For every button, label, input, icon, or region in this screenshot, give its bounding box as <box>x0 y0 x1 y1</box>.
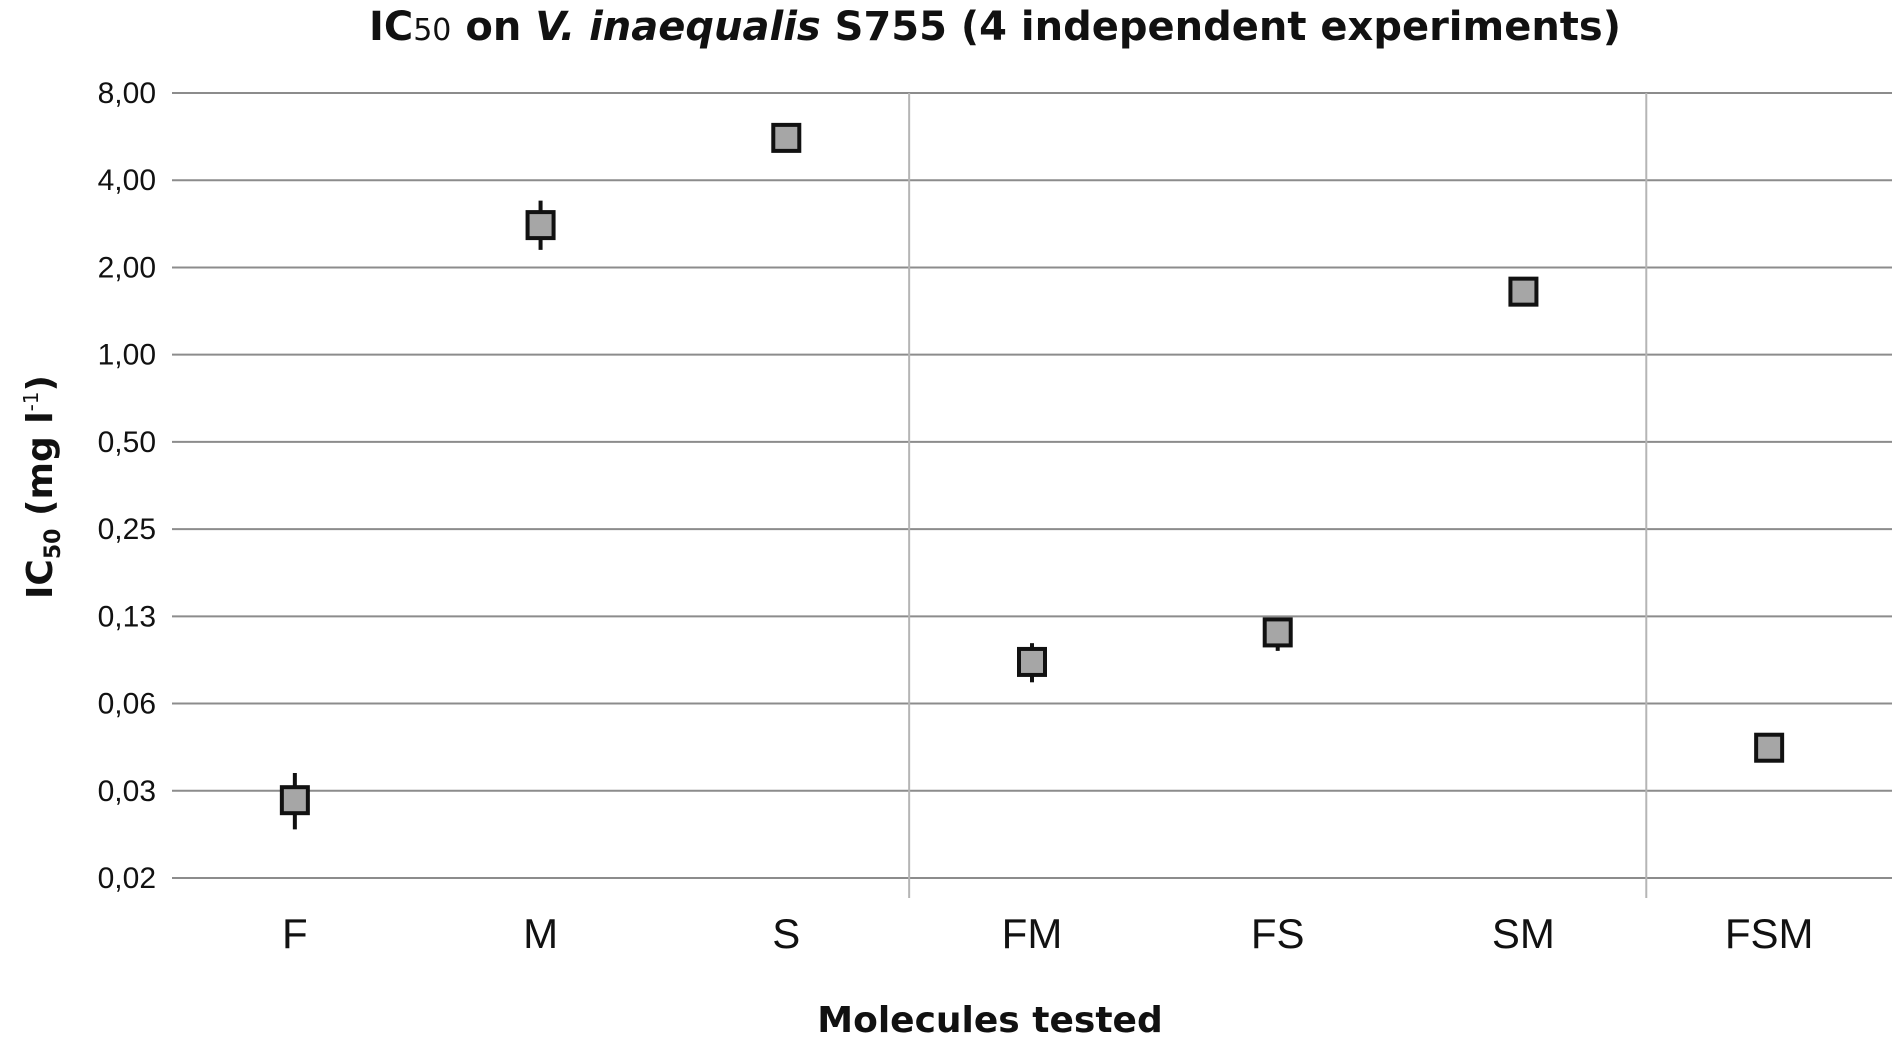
title-italic: V. inaequalis <box>535 4 821 50</box>
point-marker <box>279 785 310 816</box>
y-tick-label: 0,03 <box>98 775 156 808</box>
x-tick-label: M <box>523 910 558 957</box>
y-tick-labels: 0,02 0,03 0,06 0,13 0,25 0,50 1,00 2,00 4,00 8,00 <box>98 77 156 895</box>
point-marker <box>1017 646 1047 677</box>
data-point <box>525 200 556 250</box>
ylabel-close: ) <box>20 375 61 391</box>
x-tick-label: FS <box>1251 910 1305 957</box>
point-marker <box>1754 732 1785 763</box>
point-marker <box>1508 276 1539 307</box>
data-point <box>1508 276 1539 307</box>
title-suffix: S755 (4 independent experiments) <box>821 4 1621 50</box>
y-tick-label: 4,00 <box>98 164 156 197</box>
ylabel-superscript: -1 <box>19 391 43 411</box>
x-axis-title: Molecules tested <box>817 1000 1162 1041</box>
point-marker <box>525 210 556 241</box>
y-tick-label: 0,25 <box>98 513 156 546</box>
ylabel-subscript: 50 <box>41 529 66 560</box>
x-tick-label: FM <box>1002 910 1063 957</box>
data-point <box>1017 643 1047 683</box>
title-prefix: IC <box>369 4 413 50</box>
title-subscript: 50 <box>413 13 451 48</box>
data-point <box>1754 732 1785 763</box>
y-tick-label: 0,02 <box>98 862 156 895</box>
data-point <box>771 122 802 153</box>
y-tick-label: 1,00 <box>98 339 156 372</box>
ylabel-rest: (mg l <box>20 411 61 528</box>
x-tick-label: S <box>772 910 800 957</box>
gridlines <box>172 92 1892 879</box>
y-axis-title: IC50 (mg l-1) <box>19 375 66 599</box>
y-tick-label: 2,00 <box>98 251 156 284</box>
y-tick-label: 0,50 <box>98 426 156 459</box>
x-tick-label: SM <box>1492 910 1555 957</box>
x-tick-labels: F M S FM FS SM FSM <box>282 910 1813 957</box>
data-points <box>279 122 1785 830</box>
group-separators <box>908 93 1648 898</box>
data-point <box>1262 617 1293 651</box>
x-tick-label: F <box>282 910 308 957</box>
y-tick-label: 8,00 <box>98 77 156 110</box>
ylabel-main: IC <box>20 559 61 599</box>
y-tick-label: 0,13 <box>98 600 156 633</box>
point-marker <box>771 122 802 153</box>
point-marker <box>1262 617 1293 648</box>
chart-title: IC50 on V. inaequalis S755 (4 independen… <box>369 4 1621 50</box>
title-mid: on <box>451 4 535 50</box>
y-tick-label: 0,06 <box>98 688 156 721</box>
x-tick-label: FSM <box>1725 910 1814 957</box>
data-point <box>279 772 310 830</box>
